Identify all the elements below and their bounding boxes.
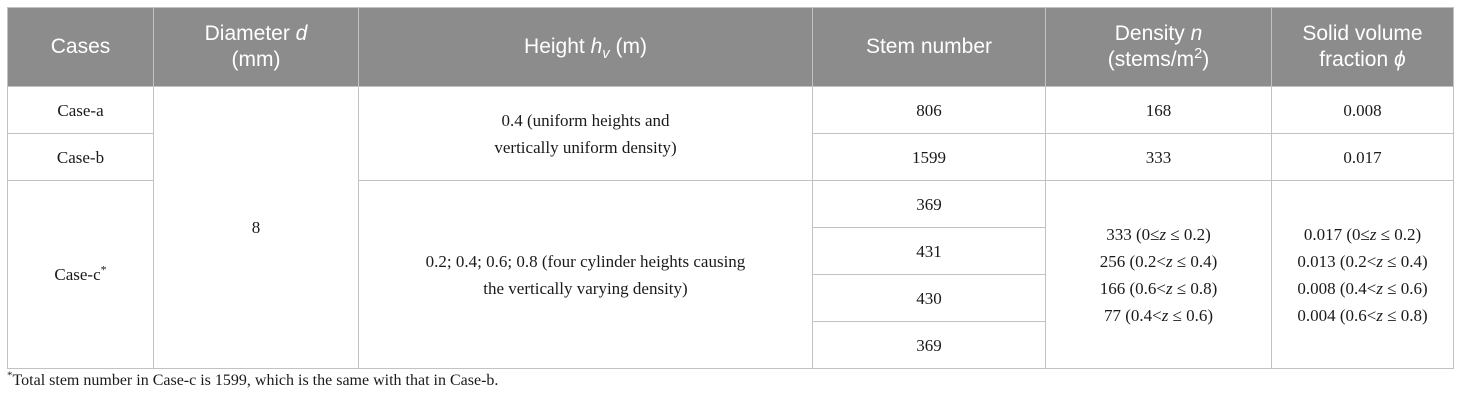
case-c-density: 333 (0≤z ≤ 0.2) 256 (0.2<z ≤ 0.4) 166 (0…	[1045, 180, 1272, 369]
case-b-stem-number: 1599	[812, 133, 1046, 181]
shared-height-ab: 0.4 (uniform heights and vertically unif…	[358, 86, 813, 181]
table-row-case-c-3: 430	[8, 274, 1454, 322]
svf-line-4: 0.004 (0.6<z ≤ 0.8)	[1297, 305, 1428, 325]
header-solid-volume-fraction: Solid volume fraction ϕ	[1271, 7, 1454, 87]
header-stem-number: Stem number	[812, 7, 1046, 87]
case-c-stem-number-2: 431	[812, 227, 1046, 275]
table-row-case-c-4: 369	[8, 321, 1454, 369]
case-c-stem-number-4: 369	[812, 321, 1046, 369]
case-c-name: Case-c*	[7, 180, 154, 369]
svf-line-2: 0.013 (0.2<z ≤ 0.4)	[1297, 251, 1428, 271]
table-footnote: *Total stem number in Case-c is 1599, wh…	[7, 369, 499, 390]
case-b-name: Case-b	[7, 133, 154, 181]
table-row-case-b: Case-b 1599 333 0.017	[7, 133, 1454, 181]
header-cases: Cases	[7, 7, 154, 87]
case-c-height: 0.2; 0.4; 0.6; 0.8 (four cylinder height…	[358, 180, 813, 369]
header-diameter: Diameter d (mm)	[153, 7, 359, 87]
footnote-text: Total stem number in Case-c is 1599, whi…	[12, 372, 499, 389]
case-a-stem-number: 806	[812, 86, 1046, 134]
header-density: Density n (stems/m2)	[1045, 7, 1272, 87]
case-a-name: Case-a	[7, 86, 154, 134]
svf-line-3: 0.008 (0.4<z ≤ 0.6)	[1297, 278, 1428, 298]
case-a-density: 168	[1045, 86, 1272, 134]
header-height: Height hv (m)	[358, 7, 813, 87]
case-c-stem-number-1: 369	[812, 180, 1046, 228]
density-line-3: 166 (0.6<z ≤ 0.8)	[1099, 278, 1218, 298]
case-b-density: 333	[1045, 133, 1272, 181]
data-table: Cases Diameter d (mm) Height hv (m) Stem…	[7, 7, 1454, 369]
header-row: Cases Diameter d (mm) Height hv (m) Stem…	[7, 7, 1454, 87]
footnote-mark: *	[7, 369, 13, 382]
case-a-svf: 0.008	[1271, 86, 1454, 134]
table-row-case-c-2: 431	[8, 227, 1454, 275]
table-row-case-a: Case-a 8 0.4 (uniform heights and vertic…	[7, 86, 1454, 369]
density-line-1: 333 (0≤z ≤ 0.2)	[1106, 224, 1211, 244]
table-row-case-c: Case-c* 0.2; 0.4; 0.6; 0.8 (four cylinde…	[7, 180, 1454, 369]
case-c-stem-number-3: 430	[812, 274, 1046, 322]
case-c-svf: 0.017 (0≤z ≤ 0.2) 0.013 (0.2<z ≤ 0.4) 0.…	[1271, 180, 1454, 369]
case-b-svf: 0.017	[1271, 133, 1454, 181]
svf-line-1: 0.017 (0≤z ≤ 0.2)	[1303, 224, 1422, 244]
shared-diameter: 8	[153, 86, 359, 369]
density-line-4: 77 (0.4<z ≤ 0.6)	[1103, 305, 1214, 325]
density-line-2: 256 (0.2<z ≤ 0.4)	[1099, 251, 1218, 271]
